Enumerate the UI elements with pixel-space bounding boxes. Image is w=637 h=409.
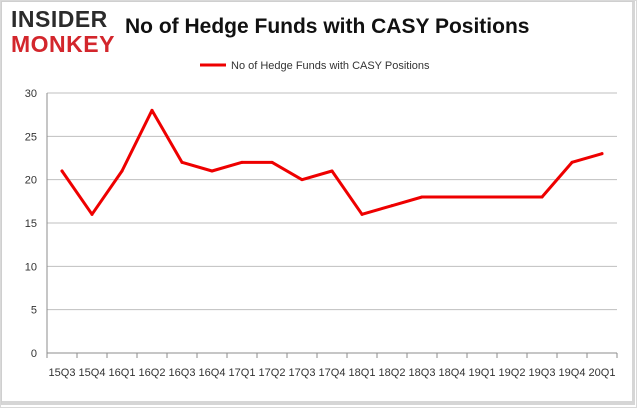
y-tick-label-5: 5 bbox=[31, 305, 37, 317]
data-point-16Q1 bbox=[120, 169, 124, 173]
data-point-19Q3 bbox=[540, 195, 544, 199]
data-point-15Q3 bbox=[60, 169, 64, 173]
data-point-19Q2 bbox=[510, 195, 514, 199]
chart-title: No of Hedge Funds with CASY Positions bbox=[125, 15, 530, 38]
data-point-16Q3 bbox=[180, 160, 184, 164]
data-point-17Q2 bbox=[270, 160, 274, 164]
data-point-20Q1 bbox=[600, 152, 604, 156]
x-tick-label-16Q2: 16Q2 bbox=[139, 367, 166, 379]
logo-line-2: MONKEY bbox=[11, 31, 115, 57]
data-point-18Q2 bbox=[390, 204, 394, 208]
data-point-19Q4 bbox=[570, 160, 574, 164]
y-tick-label-30: 30 bbox=[25, 88, 37, 100]
x-tick-label-18Q1: 18Q1 bbox=[349, 367, 376, 379]
x-tick-label-19Q1: 19Q1 bbox=[469, 367, 496, 379]
data-point-18Q3 bbox=[420, 195, 424, 199]
x-tick-label-15Q4: 15Q4 bbox=[79, 367, 106, 379]
data-point-16Q4 bbox=[210, 169, 214, 173]
data-point-17Q1 bbox=[240, 160, 244, 164]
x-tick-label-16Q3: 16Q3 bbox=[169, 367, 196, 379]
x-tick-label-18Q4: 18Q4 bbox=[439, 367, 466, 379]
y-tick-label-0: 0 bbox=[31, 348, 37, 360]
x-tick-label-20Q1: 20Q1 bbox=[589, 367, 616, 379]
x-tick-label-17Q4: 17Q4 bbox=[319, 367, 346, 379]
data-point-18Q4 bbox=[450, 195, 454, 199]
legend-label: No of Hedge Funds with CASY Positions bbox=[231, 60, 430, 72]
x-tick-label-19Q4: 19Q4 bbox=[559, 367, 586, 379]
x-tick-label-15Q3: 15Q3 bbox=[49, 367, 76, 379]
logo-line-1: INSIDER bbox=[11, 6, 108, 32]
x-tick-label-17Q1: 17Q1 bbox=[229, 367, 256, 379]
data-point-17Q4 bbox=[330, 169, 334, 173]
y-tick-label-15: 15 bbox=[25, 218, 37, 230]
y-tick-label-25: 25 bbox=[25, 131, 37, 143]
series-line bbox=[60, 108, 604, 216]
data-point-15Q4 bbox=[90, 212, 94, 216]
x-tick-label-16Q4: 16Q4 bbox=[199, 367, 226, 379]
x-tick-label-17Q3: 17Q3 bbox=[289, 367, 316, 379]
x-tick-label-18Q2: 18Q2 bbox=[379, 367, 406, 379]
data-point-16Q2 bbox=[150, 108, 154, 112]
x-tick-label-18Q3: 18Q3 bbox=[409, 367, 436, 379]
insider-monkey-logo: INSIDER MONKEY bbox=[11, 7, 121, 59]
data-point-18Q1 bbox=[360, 212, 364, 216]
x-tick-label-19Q3: 19Q3 bbox=[529, 367, 556, 379]
data-point-17Q3 bbox=[300, 178, 304, 182]
y-tick-label-10: 10 bbox=[25, 261, 37, 273]
data-point-19Q1 bbox=[480, 195, 484, 199]
x-tick-label-19Q2: 19Q2 bbox=[499, 367, 526, 379]
x-tick-label-17Q2: 17Q2 bbox=[259, 367, 286, 379]
y-tick-label-20: 20 bbox=[25, 175, 37, 187]
x-tick-label-16Q1: 16Q1 bbox=[109, 367, 136, 379]
